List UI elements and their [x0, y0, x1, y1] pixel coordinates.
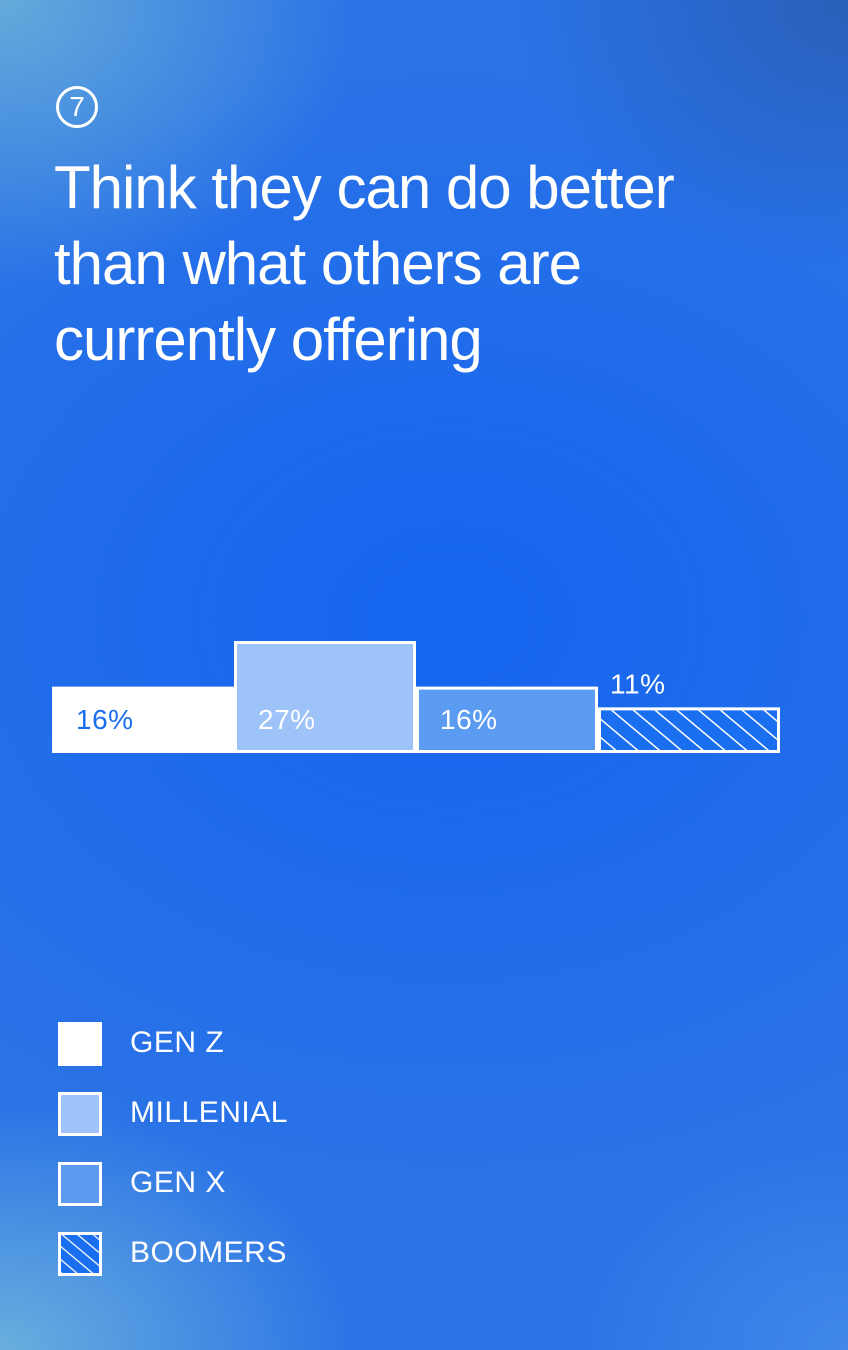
bar-chart: 16% 27% 16% 11% — [52, 641, 780, 753]
legend-swatch-boomers — [58, 1232, 102, 1276]
bars-group — [52, 641, 780, 753]
bar-millenial — [234, 641, 416, 753]
legend-label: MILLENIAL — [130, 1096, 288, 1129]
legend-item-gen-z: GEN Z — [58, 1020, 418, 1066]
legend-label: GEN X — [130, 1166, 226, 1199]
step-number: 7 — [69, 91, 85, 122]
legend-label: BOOMERS — [130, 1236, 287, 1269]
bar-boomers — [598, 707, 780, 753]
step-number-badge: 7 — [56, 86, 98, 128]
data-label-millenial: 27% — [258, 704, 316, 735]
data-label-gen-x: 16% — [440, 704, 498, 735]
data-labels-group: 16% 27% 16% 11% — [76, 668, 665, 735]
legend-swatch-millenial — [58, 1092, 102, 1136]
data-label-gen-z: 16% — [76, 704, 134, 735]
data-label-boomers: 11% — [610, 668, 665, 699]
page-title: Think they can do better than what other… — [54, 154, 675, 373]
legend-item-gen-x: GEN X — [58, 1160, 418, 1206]
legend-label: GEN Z — [130, 1026, 225, 1059]
legend-item-millenial: MILLENIAL — [58, 1090, 418, 1136]
legend-swatch-gen-x — [58, 1162, 102, 1206]
legend-swatch-gen-z — [58, 1022, 102, 1066]
bar-gen-z — [52, 686, 234, 753]
bar-gen-x — [416, 686, 598, 753]
legend-item-boomers: BOOMERS — [58, 1230, 418, 1276]
